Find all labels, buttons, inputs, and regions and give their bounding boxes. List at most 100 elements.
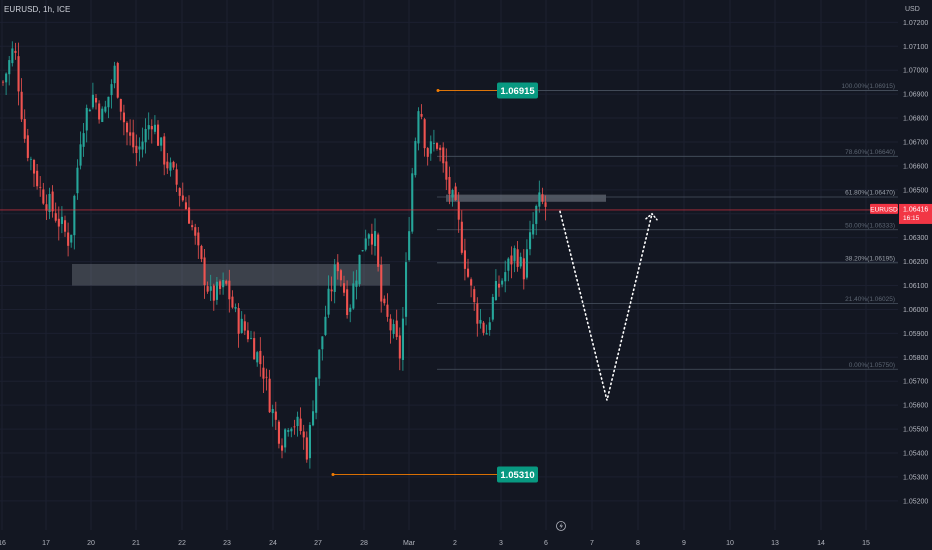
callout-anchor-dot: [331, 473, 335, 477]
candle-body: [377, 234, 380, 267]
candle-body: [488, 322, 491, 330]
candle-body: [188, 207, 191, 224]
candle-body: [160, 137, 163, 146]
grid-lines: [0, 0, 898, 530]
supply-zone-upper: [446, 194, 606, 202]
price-tag-symbol: EURUSD: [870, 206, 898, 213]
candle: [333, 258, 336, 304]
price-tick-label: 1.07200: [903, 20, 928, 27]
candle-body: [293, 426, 296, 428]
candle: [380, 256, 383, 313]
candle: [91, 82, 94, 110]
candle-body: [494, 280, 497, 301]
candle-body: [85, 107, 88, 131]
candle: [358, 254, 361, 287]
candle: [346, 280, 349, 319]
price-tick-label: 1.05800: [903, 355, 928, 362]
candle-body: [163, 136, 166, 165]
candle-body: [305, 437, 308, 460]
candle-body: [302, 431, 305, 438]
candle-body: [414, 141, 417, 176]
candle: [135, 134, 138, 167]
fib-level-label: 50.00%(1.06333): [845, 222, 895, 229]
candle-body: [219, 281, 222, 289]
candle-body: [352, 283, 355, 309]
candle: [324, 305, 327, 337]
candle-body: [426, 148, 429, 157]
candle-body: [237, 308, 240, 334]
candle-body: [129, 132, 132, 136]
candle: [516, 240, 519, 272]
candle: [104, 100, 107, 114]
candle-body: [439, 147, 442, 151]
callout-anchor-dot: [436, 89, 440, 93]
candle: [17, 42, 20, 106]
candle-body: [11, 48, 14, 64]
price-axis-background: [898, 0, 932, 550]
price-tick-label: 1.05200: [903, 498, 928, 505]
candle-body: [60, 216, 63, 224]
price-axis: USD 1.07200 1.07100 1.07000 1.06900 1.06800 1.…: [898, 0, 932, 550]
candle-body: [144, 128, 147, 143]
candle: [525, 239, 528, 280]
candle: [488, 317, 491, 336]
projection-path: [559, 210, 653, 401]
candle: [367, 232, 370, 246]
candle: [519, 252, 522, 269]
candle-body: [150, 126, 153, 130]
time-tick-label: 15: [862, 540, 870, 547]
candle: [432, 129, 435, 152]
price-tick-label: 1.05600: [903, 403, 928, 410]
candle-body: [107, 96, 110, 108]
current-price-tag: EURUSD 1.06416 16:15: [870, 203, 932, 224]
candle-body: [175, 169, 178, 185]
candle: [126, 121, 129, 146]
candle-body: [420, 113, 423, 117]
price-tick-label: 1.06700: [903, 139, 928, 146]
candle: [76, 159, 79, 200]
candle-body: [460, 221, 463, 253]
candle-body: [296, 416, 299, 427]
candle-body: [290, 428, 293, 432]
candle-body: [442, 147, 445, 164]
candle: [14, 42, 17, 60]
candle-body: [482, 322, 485, 333]
candle: [479, 309, 482, 329]
candle-body: [281, 445, 284, 451]
candle: [119, 98, 122, 121]
candle-body: [113, 65, 116, 84]
candle: [420, 104, 423, 120]
candle: [73, 194, 76, 250]
candle: [191, 220, 194, 231]
candle: [228, 269, 231, 313]
candle: [302, 424, 305, 450]
candle-body: [178, 188, 181, 196]
candle-body: [504, 272, 507, 282]
candle: [374, 218, 377, 256]
candle-body: [544, 202, 547, 207]
candle-body: [203, 257, 206, 286]
candle-body: [417, 111, 420, 144]
candle-body: [457, 201, 460, 220]
candle-body: [380, 264, 383, 302]
symbol-header[interactable]: EURUSD, 1h, ICE: [4, 5, 71, 14]
candle: [243, 314, 246, 336]
time-tick-label: 10: [726, 540, 734, 547]
candle-body: [231, 296, 234, 308]
candle: [45, 194, 48, 220]
candle: [178, 187, 181, 207]
candle-body: [473, 289, 476, 303]
candle-body: [119, 99, 122, 112]
candle-body: [277, 421, 280, 444]
candle-body: [256, 352, 259, 363]
candle-body: [321, 336, 324, 350]
candle-body: [70, 234, 73, 243]
lightning-icon: [556, 521, 566, 531]
price-tick-label: 1.05400: [903, 451, 928, 458]
time-tick-label: 2: [453, 540, 457, 547]
time-tick-label: 8: [636, 540, 640, 547]
time-axis: 16 17 20 21 22 23 24 27 28 Mar 2 3 6 7 8 9 10 13 14 15: [0, 531, 932, 550]
candle: [532, 212, 535, 239]
